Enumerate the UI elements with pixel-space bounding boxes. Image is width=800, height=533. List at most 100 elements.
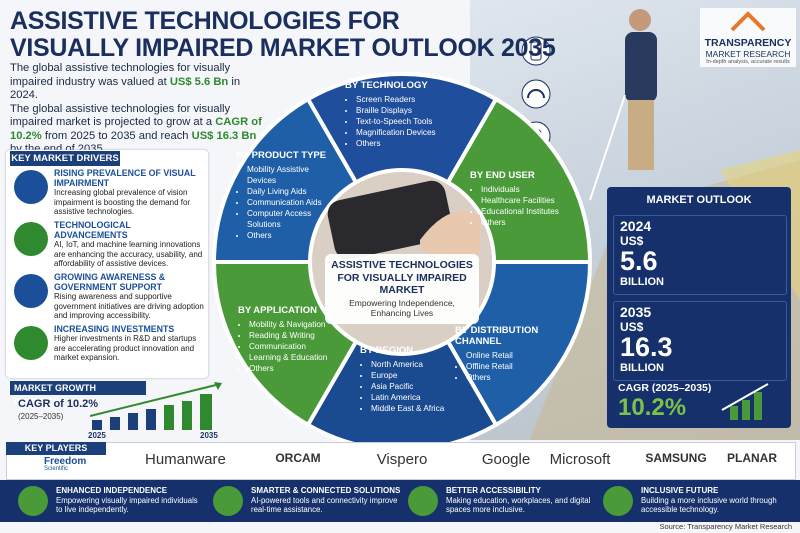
benefit-title: ENHANCED INDEPENDENCE: [56, 486, 168, 495]
growth-end: 2035: [200, 431, 218, 440]
segment-title: BY REGION: [360, 345, 414, 356]
segment-title: BY END USER: [470, 170, 535, 181]
outlook-box: [613, 301, 787, 381]
benefit-text: Building a more inclusive world through …: [641, 495, 777, 515]
segment-text: BY REGION North AmericaEuropeAsia Pacific…: [360, 345, 470, 414]
outlook-unit: US$: [620, 234, 644, 248]
segment-item: Others: [466, 372, 555, 383]
outlook-scale: BILLION: [620, 276, 664, 288]
driver-icon: [14, 326, 48, 360]
brand-mark: [730, 11, 766, 32]
benefit-icon: [603, 486, 633, 516]
benefit: BETTER ACCESSIBILITY Making education, wo…: [446, 486, 596, 515]
segment-item: Communication Aids: [247, 197, 336, 208]
outlook-value: 5.6: [620, 246, 658, 276]
segment: [211, 96, 359, 264]
segment: [305, 72, 499, 186]
center-subtitle: Empowering Independence, Enhancing Lives: [349, 297, 455, 318]
outlook-unit: US$: [620, 320, 644, 334]
segment-item: Screen Readers: [356, 94, 465, 105]
segment-item: Online Retail: [466, 350, 555, 361]
driver-text: Higher investments in R&D and startups a…: [54, 334, 197, 362]
segment-item: Braille Displays: [356, 105, 465, 116]
segment-item: Latin America: [371, 392, 470, 403]
benefit-text: Empowering visually impaired individuals…: [56, 495, 198, 515]
segment-text: BY APPLICATION Mobility & NavigationReadi…: [238, 305, 338, 374]
brand: TRANSPARENCY MARKET RESEARCH In-depth an…: [700, 8, 796, 67]
segment-item: Learning & Education: [249, 352, 338, 363]
player-logo: Microsoft: [549, 451, 611, 468]
segment-title: BY PRODUCT TYPE: [236, 150, 327, 161]
driver-icon: [14, 222, 48, 256]
player-logo: PLANAR: [727, 451, 777, 465]
segment-item: Communication: [249, 341, 338, 352]
driver: RISING PREVALENCE OF VISUAL IMPAIRMENT In…: [54, 168, 204, 217]
benefit-title: SMARTER & CONNECTED SOLUTIONS: [251, 486, 401, 495]
outlook-year: 2035: [620, 304, 652, 320]
segment-list: Online RetailOffline RetailOthers: [455, 350, 555, 383]
outlook-cagr: 10.2%: [618, 394, 687, 421]
benefit-icon: [213, 486, 243, 516]
segment-item: Mobility & Navigation: [249, 319, 338, 330]
title-line: ASSISTIVE TECHNOLOGIES FOR: [10, 7, 400, 35]
brand-tagline: In-depth analysis, accurate results: [706, 59, 790, 65]
segment-text: BY END USER IndividualsHealthcare Facilit…: [470, 170, 570, 228]
driver-icon: [14, 170, 48, 204]
segment-item: Educational Institutes: [481, 206, 570, 217]
benefit-title: BETTER ACCESSIBILITY: [446, 486, 541, 495]
driver-title: GROWING AWARENESS & GOVERNMENT SUPPORT: [54, 272, 166, 292]
outlook-year: 2024: [620, 218, 652, 234]
intro-highlight: US$ 5.6 Bn: [169, 75, 229, 88]
outlook-icon: [721, 383, 769, 420]
benefit-text: AI-powered tools and connectivity improv…: [251, 495, 398, 515]
segment-list: Mobility Assistive DevicesDaily Living A…: [236, 164, 336, 241]
players-title: KEY PLAYERS: [6, 442, 106, 455]
segment-title: BY TECHNOLOGY: [345, 80, 428, 91]
segment-list: North AmericaEuropeAsia PacificLatin Ame…: [360, 359, 470, 414]
player-sub: Scientific: [44, 466, 69, 472]
segment-item: Healthcare Facilities: [481, 195, 570, 206]
intro-highlight: US$ 16.3 Bn: [191, 129, 257, 142]
intro-text: The global assistive technologies for vi…: [10, 62, 231, 88]
center-box: ASSISTIVE TECHNOLOGIES FOR VISUALLY IMPA…: [325, 254, 479, 324]
segment-item: Mobility Assistive Devices: [247, 164, 336, 186]
driver-title: TECHNOLOGICAL ADVANCEMENTS: [54, 220, 131, 240]
driver: INCREASING INVESTMENTS Higher investments…: [54, 324, 204, 363]
segment-item: Text-to-Speech Tools: [356, 116, 465, 127]
driver-text: AI, IoT, and machine learning innovation…: [54, 240, 203, 268]
player-logo: Vispero: [376, 451, 428, 468]
segment-item: Others: [356, 138, 465, 149]
brand-name: TRANSPARENCY: [704, 37, 792, 49]
driver: GROWING AWARENESS & GOVERNMENT SUPPORT Ri…: [54, 272, 204, 321]
driver-text: Increasing global prevalence of vision i…: [54, 188, 191, 216]
segment: [445, 260, 593, 428]
driver-title: INCREASING INVESTMENTS: [54, 324, 175, 334]
segment-item: Others: [249, 363, 338, 374]
benefits-bar: [0, 480, 800, 522]
intro: The global assistive technologies for vi…: [10, 62, 265, 157]
segment-item: Europe: [371, 370, 470, 381]
segment-item: North America: [371, 359, 470, 370]
drivers-title: KEY MARKET DRIVERS: [10, 151, 120, 166]
segment-title: BY APPLICATION: [238, 305, 317, 316]
intro-text: The global assistive technologies for vi…: [10, 102, 231, 129]
driver: TECHNOLOGICAL ADVANCEMENTS AI, IoT, and m…: [54, 220, 204, 269]
player-logo: Freedom: [44, 456, 87, 467]
intro-text: from 2025 to 2035 and reach: [41, 129, 192, 142]
player-logo: SAMSUNG: [645, 451, 707, 465]
benefit-icon: [408, 486, 438, 516]
driver-text: Rising awareness and supportive governme…: [54, 292, 204, 320]
driver-icon: [14, 274, 48, 308]
intro-highlight: CAGR of 10.2%: [10, 116, 262, 142]
segment-item: Reading & Writing: [249, 330, 338, 341]
growth-start: 2025: [88, 431, 106, 440]
benefit: SMARTER & CONNECTED SOLUTIONS AI-powered …: [251, 486, 401, 515]
segment-list: Mobility & NavigationReading & WritingCo…: [238, 319, 338, 374]
segment-text: BY TECHNOLOGY Screen ReadersBraille Displ…: [345, 80, 465, 149]
benefit: ENHANCED INDEPENDENCE Empowering visually…: [56, 486, 206, 515]
benefit-icon: [18, 486, 48, 516]
benefit: INCLUSIVE FUTURE Building a more inclusiv…: [641, 486, 791, 515]
player-logo: Humanware: [145, 451, 226, 468]
segment-item: Others: [481, 217, 570, 228]
